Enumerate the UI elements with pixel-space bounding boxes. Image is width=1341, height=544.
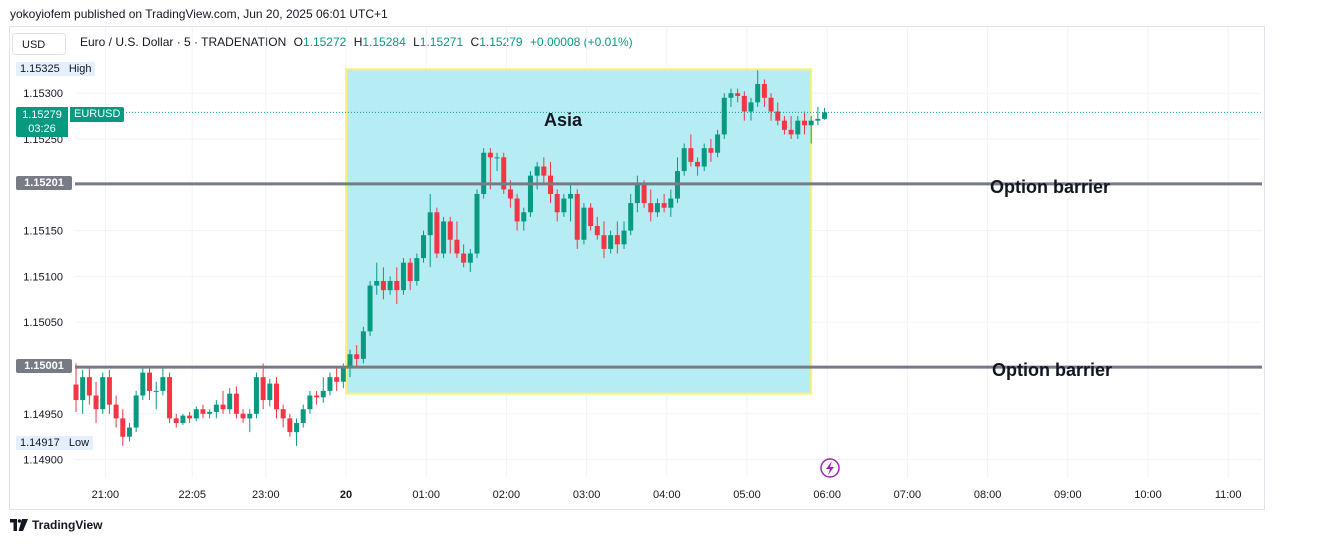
legend-low-value: 1.15271 <box>419 35 464 49</box>
last-price-symbol: EURUSD <box>70 107 125 122</box>
barrier-price-tag: 1.15201 <box>16 175 72 190</box>
legend-close-label: C <box>470 35 480 49</box>
legend-high-label: H <box>353 35 363 49</box>
legend-symbol[interactable]: Euro / U.S. Dollar · 5 · TRADENATION <box>80 35 287 49</box>
last-price-value: 1.15279 <box>22 109 62 121</box>
high-price-tag: 1.15325 High <box>16 62 96 77</box>
low-label: Low <box>68 437 90 450</box>
legend-low-label: L <box>413 35 420 49</box>
tradingview-logo-text: TradingView <box>32 518 103 532</box>
low-price-value: 1.14917 <box>20 437 60 450</box>
high-price-value: 1.15325 <box>20 63 60 76</box>
chart-legend: Euro / U.S. Dollar · 5 · TRADENATION O1.… <box>80 35 633 49</box>
high-label: High <box>68 63 92 76</box>
legend-open-label: O <box>293 35 303 49</box>
chart-frame <box>9 26 1265 510</box>
low-price-tag: 1.14917 Low <box>16 436 94 451</box>
bar-countdown: 03:26 <box>28 123 56 135</box>
tradingview-logo-icon <box>10 519 28 531</box>
publisher-line: yokoyiofem published on TradingView.com,… <box>10 7 388 21</box>
legend-open-value: 1.15272 <box>302 35 347 49</box>
legend-change: +0.00008 (+0.01%) <box>529 35 633 49</box>
currency-button[interactable]: USD <box>12 33 66 55</box>
barrier-price-tag: 1.15001 <box>16 359 72 374</box>
tradingview-logo[interactable]: TradingView <box>10 518 102 532</box>
legend-close-value: 1.15279 <box>479 35 523 49</box>
last-price-tag: 1.15279 03:26 EURUSD <box>16 107 125 137</box>
legend-high-value: 1.15284 <box>362 35 406 49</box>
